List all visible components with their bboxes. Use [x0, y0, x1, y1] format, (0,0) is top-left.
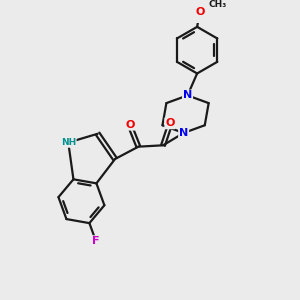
Text: CH₃: CH₃	[208, 0, 226, 9]
Text: N: N	[179, 128, 188, 138]
Text: N: N	[183, 90, 192, 100]
Text: NH: NH	[61, 138, 76, 147]
Text: O: O	[165, 118, 175, 128]
Text: O: O	[125, 120, 135, 130]
Text: O: O	[195, 7, 205, 17]
Text: F: F	[92, 236, 100, 246]
